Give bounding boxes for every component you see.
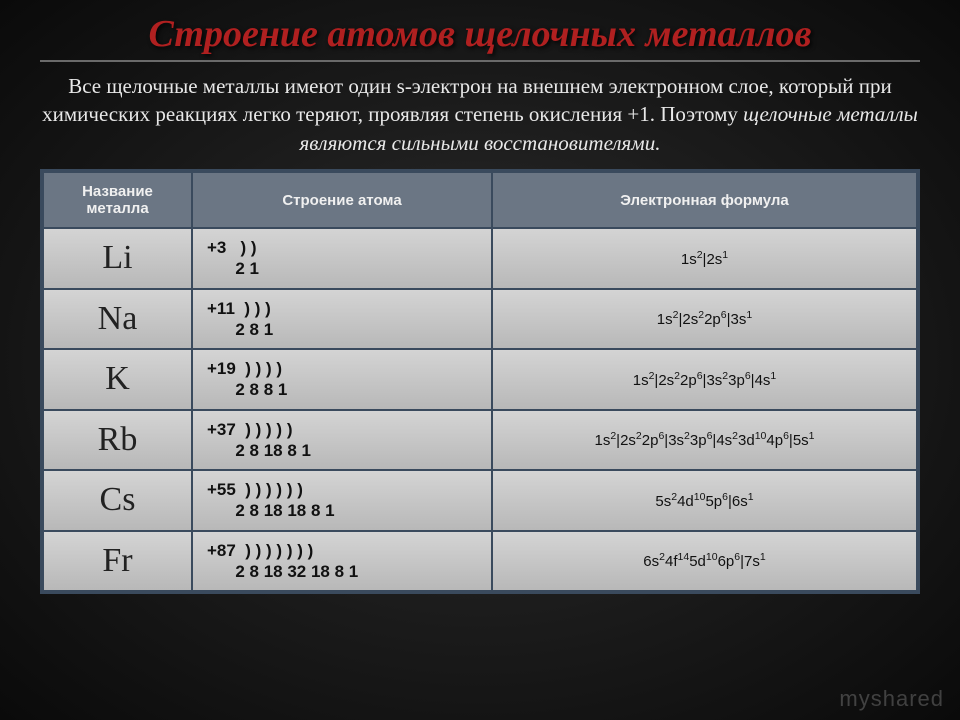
electron-formula: 1s2|2s22p6|3s1 (492, 289, 918, 350)
table-header-row: Название металла Строение атома Электрон… (42, 171, 918, 228)
metals-table-wrap: Название металла Строение атома Электрон… (40, 169, 920, 594)
atom-structure: +37 ) ) ) ) ) 2 8 18 8 1 (192, 410, 492, 471)
atom-structure: +3 ) ) 2 1 (192, 228, 492, 289)
atom-structure: +19 ) ) ) ) 2 8 8 1 (192, 349, 492, 410)
electron-formula: 5s24d105p6|6s1 (492, 470, 918, 531)
metal-symbol: Li (42, 228, 192, 289)
col-structure: Строение атома (192, 171, 492, 228)
electron-formula: 1s2|2s22p6|3s23p6|4s23d104p6|5s1 (492, 410, 918, 471)
intro-text: Все щелочные металлы имеют один s-электр… (0, 62, 960, 169)
atom-structure: +55 ) ) ) ) ) ) 2 8 18 18 8 1 (192, 470, 492, 531)
electron-formula: 6s24f145d106p6|7s1 (492, 531, 918, 593)
table-row: Fr+87 ) ) ) ) ) ) ) 2 8 18 32 18 8 16s24… (42, 531, 918, 593)
electron-formula: 1s2|2s22p6|3s23p6|4s1 (492, 349, 918, 410)
table-row: Na+11 ) ) ) 2 8 11s2|2s22p6|3s1 (42, 289, 918, 350)
atom-structure: +11 ) ) ) 2 8 1 (192, 289, 492, 350)
atom-structure: +87 ) ) ) ) ) ) ) 2 8 18 32 18 8 1 (192, 531, 492, 593)
metals-table: Название металла Строение атома Электрон… (40, 169, 920, 594)
electron-formula: 1s2|2s1 (492, 228, 918, 289)
col-name: Название металла (42, 171, 192, 228)
table-row: Cs+55 ) ) ) ) ) ) 2 8 18 18 8 15s24d105p… (42, 470, 918, 531)
metal-symbol: Na (42, 289, 192, 350)
metal-symbol: K (42, 349, 192, 410)
metal-symbol: Rb (42, 410, 192, 471)
table-row: K+19 ) ) ) ) 2 8 8 11s2|2s22p6|3s23p6|4s… (42, 349, 918, 410)
table-row: Li+3 ) ) 2 11s2|2s1 (42, 228, 918, 289)
table-row: Rb+37 ) ) ) ) ) 2 8 18 8 11s2|2s22p6|3s2… (42, 410, 918, 471)
watermark: myshared (839, 686, 944, 712)
table-body: Li+3 ) ) 2 11s2|2s1Na+11 ) ) ) 2 8 11s2|… (42, 228, 918, 592)
metal-symbol: Fr (42, 531, 192, 593)
metal-symbol: Cs (42, 470, 192, 531)
col-formula: Электронная формула (492, 171, 918, 228)
page-title: Строение атомов щелочных металлов (0, 0, 960, 62)
